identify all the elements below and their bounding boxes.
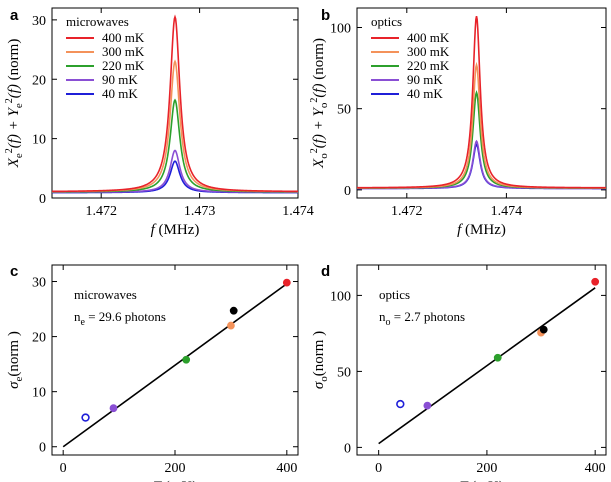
fit-line — [378, 287, 596, 445]
series-line-400-mK — [357, 15, 606, 189]
panel-letter: c — [10, 263, 18, 280]
x-tick-label: 400 — [276, 461, 297, 476]
legend-entry: 300 mK — [102, 44, 145, 59]
x-axis-label: f (MHz) — [457, 222, 506, 238]
plot-frame — [51, 7, 299, 199]
fit-line — [62, 283, 288, 448]
x-tick-label: 400 — [585, 461, 606, 476]
data-point — [229, 306, 238, 315]
x-tick-label: 1.474 — [282, 204, 314, 219]
y-tick-label: 10 — [32, 386, 46, 401]
y-tick-label: 100 — [330, 21, 351, 36]
panel-letter: a — [10, 7, 19, 24]
y-tick-label: 0 — [344, 184, 351, 199]
plot-frame — [356, 264, 607, 456]
y-tick-label: 50 — [337, 103, 351, 118]
legend-entry: 40 mK — [102, 86, 138, 101]
x-tick-label: 1.474 — [491, 204, 523, 219]
series-line-40-mK — [52, 160, 298, 194]
legend-entry: 220 mK — [102, 58, 145, 73]
data-point — [539, 325, 548, 334]
legend-entry: 40 mK — [407, 86, 443, 101]
legend-title: microwaves — [66, 14, 129, 29]
x-tick-label: 1.472 — [85, 204, 117, 219]
legend-entry: 220 mK — [407, 58, 450, 73]
x-axis-label: T (mK) — [153, 479, 198, 482]
data-point — [396, 399, 405, 409]
x-tick-label: 1.473 — [184, 204, 216, 219]
x-tick-label: 0 — [375, 461, 382, 476]
x-axis-label: T (mK) — [459, 479, 504, 482]
panel-letter: d — [321, 263, 330, 280]
legend-entry: 400 mK — [102, 30, 145, 45]
data-point — [182, 355, 191, 364]
legend-title: optics — [371, 14, 402, 29]
y-tick-label: 100 — [330, 289, 351, 304]
data-point — [81, 413, 90, 422]
legend-entry: 90 mK — [407, 72, 443, 87]
y-axis-label: σo(norm ) — [311, 331, 330, 389]
series-line-220-mK — [52, 98, 298, 193]
series-group — [357, 15, 606, 190]
data-point — [423, 401, 432, 410]
y-tick-label: 30 — [32, 276, 46, 291]
series-group — [52, 14, 298, 194]
x-tick-label: 200 — [165, 461, 186, 476]
annotation-label: optics — [379, 287, 410, 302]
series-line-400-mK — [52, 14, 298, 193]
panel-d: 0 200 400 0 50 100 optics no = 2.7 photons T (mK… — [311, 264, 607, 482]
x-tick-label: 0 — [60, 461, 67, 476]
panel-letter: b — [321, 7, 330, 24]
legend-entry: 300 mK — [407, 44, 450, 59]
y-axis-label: Xo2(f) + Yo2(f) (norm) — [309, 38, 330, 169]
x-tick-label: 1.472 — [391, 204, 423, 219]
data-point — [109, 404, 118, 413]
y-tick-label: 10 — [32, 133, 46, 148]
x-axis-label: f (MHz) — [151, 222, 200, 238]
data-point — [227, 321, 235, 330]
y-tick-label: 50 — [337, 365, 351, 380]
annotation-photons: no = 2.7 photons — [379, 309, 465, 328]
annotation-label: microwaves — [74, 287, 137, 302]
y-axis-label: σe(norm ) — [6, 331, 25, 389]
y-tick-label: 0 — [39, 441, 46, 456]
data-point — [282, 278, 291, 287]
y-tick-label: 20 — [32, 73, 46, 88]
y-tick-label: 30 — [32, 14, 46, 29]
legend-entry: 90 mK — [102, 72, 138, 87]
y-tick-label: 20 — [32, 331, 46, 346]
data-point — [493, 353, 502, 362]
y-tick-label: 0 — [344, 441, 351, 456]
x-tick-label: 200 — [476, 461, 497, 476]
panel-c: 0 200 400 0 10 20 30 microwaves ne = 29.6 photon… — [6, 264, 299, 482]
series-line-90-mK — [52, 149, 298, 194]
legend-entry: 400 mK — [407, 30, 450, 45]
y-axis-label: Xe2(f) + Ye2(f) (norm) — [4, 39, 25, 169]
annotation-photons: ne = 29.6 photons — [74, 309, 166, 328]
y-tick-label: 0 — [39, 192, 46, 207]
data-point — [591, 277, 600, 286]
plot-frame — [356, 7, 607, 199]
